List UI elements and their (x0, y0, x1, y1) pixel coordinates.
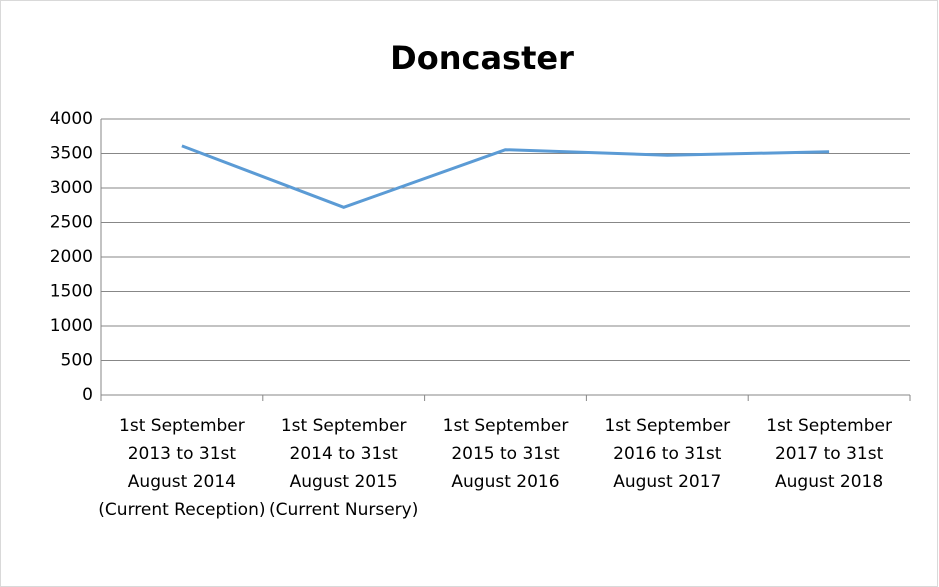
y-tick-label: 0 (82, 385, 93, 405)
y-tick-label: 3500 (50, 144, 93, 164)
x-tick-label: 1st September 2016 to 31st August 2017 (604, 416, 731, 492)
x-tick-label: 1st September 2017 to 31st August 2018 (766, 416, 892, 492)
y-tick-label: 2000 (50, 247, 93, 267)
y-tick-label: 4000 (50, 109, 93, 129)
x-tick-label: 1st September 2014 to 31st August 2015 (… (269, 416, 419, 520)
x-tick-label: 1st September 2013 to 31st August 2014 (… (98, 416, 266, 520)
line-series (181, 144, 830, 209)
y-tick-label: 1500 (50, 282, 93, 302)
y-tick-label: 3000 (50, 178, 93, 198)
chart-title: Doncaster (390, 39, 574, 77)
y-tick-label: 1000 (50, 316, 93, 336)
y-tick-label: 500 (61, 351, 93, 371)
y-tick-label: 2500 (50, 213, 93, 233)
x-tick-label: 1st September 2015 to 31st August 2016 (442, 416, 569, 492)
